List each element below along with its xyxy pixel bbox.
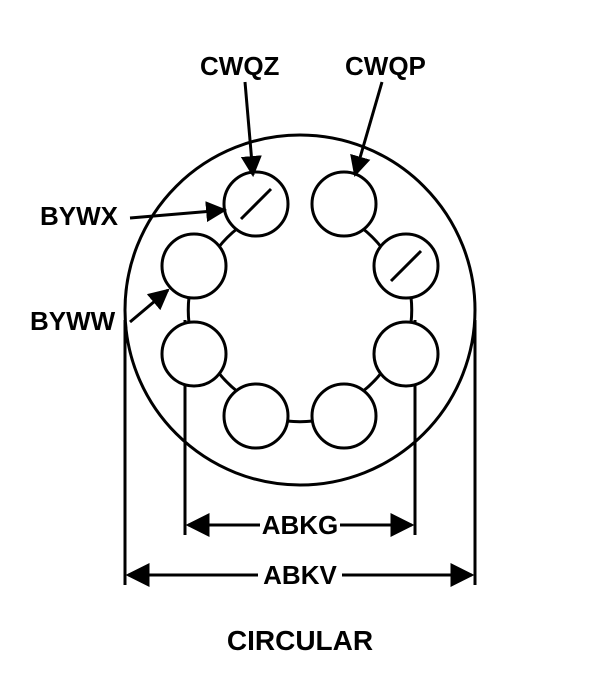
diagram-title: CIRCULAR [227, 625, 373, 656]
label-bywx: BYWX [40, 201, 119, 231]
label-cwqp: CWQP [345, 51, 426, 81]
hole-2 [162, 234, 226, 298]
label-abkg: ABKG [262, 510, 339, 540]
outer-circle [125, 135, 475, 485]
labels: CWQZ CWQP BYWX BYWW ABKG ABKV CIRCULAR [30, 51, 426, 656]
hole-6 [374, 322, 438, 386]
hole-5 [312, 384, 376, 448]
hole-3 [162, 322, 226, 386]
bolt-holes [162, 172, 438, 448]
hole-4 [224, 384, 288, 448]
label-abkv: ABKV [263, 560, 337, 590]
label-byww: BYWW [30, 306, 116, 336]
label-cwqz: CWQZ [200, 51, 280, 81]
hole-8 [312, 172, 376, 236]
